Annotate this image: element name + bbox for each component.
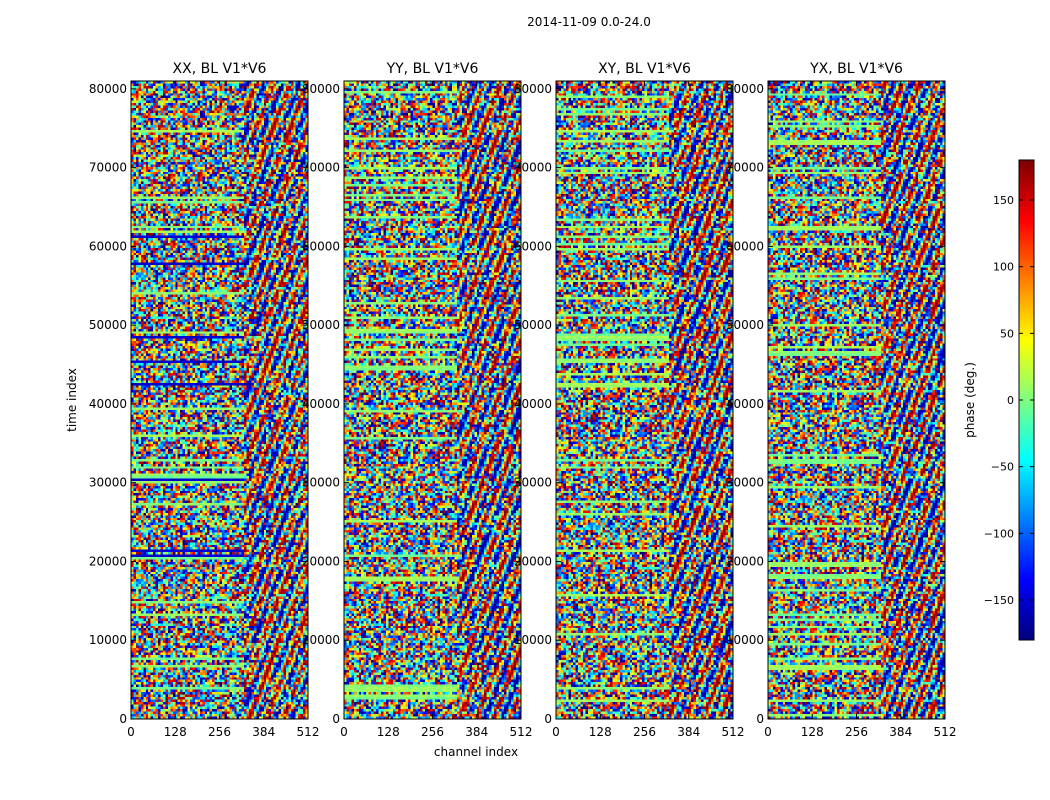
y-tick-label: 30000: [726, 476, 764, 490]
y-tick-label: 50000: [89, 318, 127, 332]
y-tick-label: 20000: [726, 554, 764, 568]
y-tick-label: 30000: [514, 476, 552, 490]
y-tick-label: 10000: [89, 633, 127, 647]
panel-2: YY, BL V1*V6 0 128 256 384 512 0 10000 20000 3000…: [302, 61, 533, 739]
panel-title: XX, BL V1*V6: [173, 61, 267, 77]
panel-1: XX, BL V1*V6 0 128 256 384 512 0 10000 20000 3000…: [89, 61, 320, 739]
heatmap-image: [131, 81, 308, 719]
y-tick-label: 70000: [302, 161, 340, 175]
y-tick-label: 40000: [726, 397, 764, 411]
y-tick-label: 80000: [302, 82, 340, 96]
colorbar-tick-label: 0: [1007, 394, 1014, 407]
x-tick-label: 512: [297, 725, 320, 739]
y-tick-label: 70000: [89, 161, 127, 175]
colorbar-tick-label: 100: [993, 261, 1014, 274]
y-tick-label: 20000: [89, 554, 127, 568]
x-tick-label: 128: [801, 725, 824, 739]
y-tick-label: 60000: [302, 239, 340, 253]
x-tick-label: 0: [764, 725, 772, 739]
x-tick-label: 0: [340, 725, 348, 739]
y-tick-label: 20000: [302, 554, 340, 568]
x-tick-label: 0: [552, 725, 560, 739]
y-tick-label: 10000: [302, 633, 340, 647]
y-tick-label: 60000: [89, 239, 127, 253]
x-tick-label: 384: [252, 725, 275, 739]
heatmap-image: [768, 81, 945, 719]
y-tick-label: 80000: [726, 82, 764, 96]
panel-title: XY, BL V1*V6: [598, 61, 691, 77]
y-tick-label: 10000: [514, 633, 552, 647]
y-tick-label: 80000: [89, 82, 127, 96]
y-tick-label: 50000: [514, 318, 552, 332]
x-tick-label: 384: [889, 725, 912, 739]
x-tick-label: 512: [510, 725, 533, 739]
x-tick-label: 128: [589, 725, 612, 739]
x-tick-label: 384: [465, 725, 488, 739]
x-tick-label: 512: [934, 725, 957, 739]
y-tick-label: 50000: [302, 318, 340, 332]
panel-3: XY, BL V1*V6 0 128 256 384 512 0 10000 20000 3000…: [514, 61, 745, 739]
y-tick-label: 50000: [726, 318, 764, 332]
x-tick-label: 256: [845, 725, 868, 739]
panels: XX, BL V1*V6 0 128 256 384 512 0 10000 20000 3000…: [89, 61, 957, 739]
y-tick-label: 0: [544, 712, 552, 726]
panel-title: YX, BL V1*V6: [809, 61, 903, 77]
y-tick-label: 30000: [89, 476, 127, 490]
x-tick-label: 512: [722, 725, 745, 739]
y-tick-label: 40000: [89, 397, 127, 411]
y-tick-label: 60000: [726, 239, 764, 253]
x-axis-label: channel index: [434, 745, 518, 759]
y-tick-label: 10000: [726, 633, 764, 647]
y-tick-label: 20000: [514, 554, 552, 568]
panel-title: YY, BL V1*V6: [386, 61, 479, 77]
y-tick-label: 30000: [302, 476, 340, 490]
colorbar-tick-label: −50: [991, 461, 1014, 474]
x-tick-label: 256: [633, 725, 656, 739]
y-tick-label: 60000: [514, 239, 552, 253]
y-tick-label: 40000: [302, 397, 340, 411]
y-axis-label: time index: [65, 368, 79, 432]
x-tick-label: 128: [377, 725, 400, 739]
colorbar-tick-label: 50: [1000, 327, 1014, 340]
x-tick-label: 256: [421, 725, 444, 739]
colorbar-tick-label: −100: [984, 527, 1014, 540]
heatmap-image: [344, 81, 521, 719]
y-tick-label: 0: [756, 712, 764, 726]
y-tick-label: 70000: [726, 161, 764, 175]
colorbar-gradient: [1019, 160, 1034, 640]
colorbar-tick-label: 150: [993, 194, 1014, 207]
x-tick-label: 0: [127, 725, 135, 739]
colorbar-tick-label: −150: [984, 594, 1014, 607]
x-tick-label: 256: [208, 725, 231, 739]
y-tick-label: 80000: [514, 82, 552, 96]
x-tick-label: 128: [164, 725, 187, 739]
heatmap-image: [556, 81, 733, 719]
panel-4: YX, BL V1*V6 0 128 256 384 512 0 10000 20000 3000…: [726, 61, 957, 739]
x-tick-label: 384: [677, 725, 700, 739]
colorbar: −150 −100 −50 0 50 100 150: [984, 159, 1035, 641]
y-tick-label: 0: [119, 712, 127, 726]
y-tick-label: 40000: [514, 397, 552, 411]
colorbar-label: phase (deg.): [963, 362, 977, 438]
y-tick-label: 0: [332, 712, 340, 726]
figure-title: 2014-11-09 0.0-24.0: [527, 15, 651, 29]
y-tick-label: 70000: [514, 161, 552, 175]
